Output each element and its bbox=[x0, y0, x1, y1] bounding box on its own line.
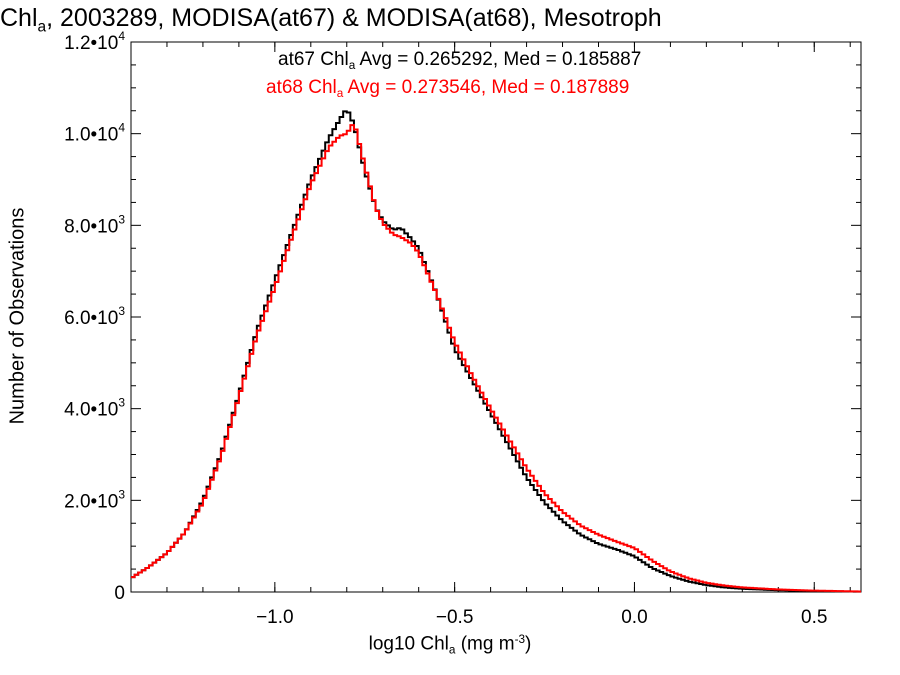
x-tick-label: −1.0 bbox=[256, 607, 294, 628]
chart-title-clip: Chla, 2003289, MODISA(at67) & MODISA(at6… bbox=[0, 0, 900, 40]
y-tick-label: 1.0•104 bbox=[64, 121, 125, 146]
plot-frame bbox=[130, 41, 862, 593]
annotation-at67: at67 Chla Avg = 0.265292, Med = 0.185887 bbox=[278, 49, 642, 73]
y-tick-label: 6.0•103 bbox=[64, 304, 125, 329]
chart-title: Chla, 2003289, MODISA(at67) & MODISA(at6… bbox=[0, 4, 662, 36]
axis-ticks: −1.0 −0.5 0.0 0.5 0 2.0•103 4.0•103 6.0•103 8.0•… bbox=[64, 29, 861, 628]
y-tick-label: 1.2•104 bbox=[64, 29, 125, 54]
y-tick-label: 0 bbox=[114, 583, 125, 604]
x-tick-label: 0.0 bbox=[621, 607, 647, 628]
series-layer bbox=[131, 110, 861, 593]
y-tick-label: 2.0•103 bbox=[64, 487, 125, 512]
x-axis-label: log10 Chla (mg m-3) bbox=[368, 633, 532, 657]
series-line-1 bbox=[131, 124, 861, 593]
x-tick-label: 0.5 bbox=[801, 607, 827, 628]
y-tick-label: 4.0•103 bbox=[64, 396, 125, 421]
y-axis-label: Number of Observations bbox=[6, 207, 29, 425]
y-tick-label: 8.0•103 bbox=[64, 212, 125, 237]
annotation-at68: at68 Chla Avg = 0.273546, Med = 0.187889 bbox=[266, 77, 630, 101]
series-line-0 bbox=[131, 110, 861, 593]
x-tick-label: −0.5 bbox=[436, 607, 474, 628]
